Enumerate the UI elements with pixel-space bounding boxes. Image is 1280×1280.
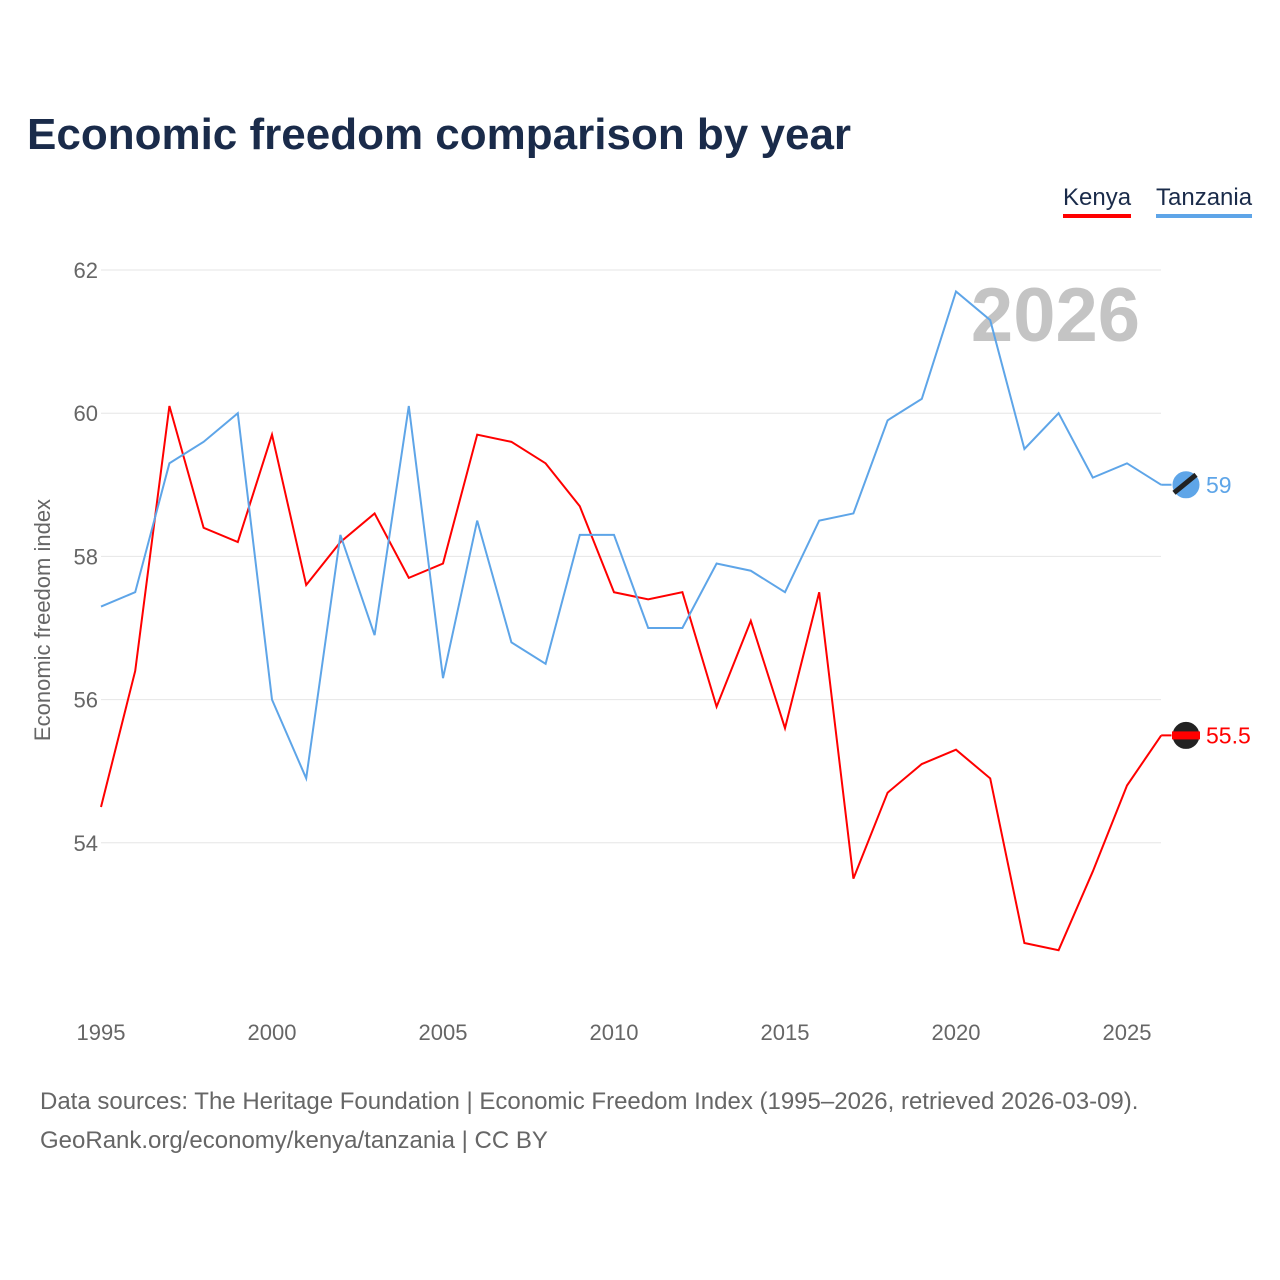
y-tick-label: 62	[74, 258, 98, 283]
footer-link[interactable]: GeoRank.org/economy/kenya/tanzania | CC …	[40, 1127, 548, 1154]
end-value-label: 55.5	[1206, 722, 1251, 748]
flag-stripe	[1172, 472, 1198, 495]
y-tick-label: 60	[74, 401, 98, 426]
x-tick-label: 2025	[1103, 1020, 1152, 1045]
y-tick-label: 58	[74, 544, 98, 569]
y-axis-label: Economic freedom index	[30, 499, 55, 741]
x-tick-label: 2005	[419, 1020, 468, 1045]
x-tick-label: 2010	[590, 1020, 639, 1045]
x-tick-label: 1995	[77, 1020, 126, 1045]
y-tick-label: 54	[74, 831, 98, 856]
flag-stripe	[1172, 731, 1200, 740]
footer-sources: Data sources: The Heritage Foundation | …	[40, 1088, 1139, 1115]
end-value-label: 59	[1206, 472, 1232, 498]
series-line-kenya	[100, 405, 1163, 952]
chart-title: Economic freedom comparison by year	[27, 110, 852, 159]
legend-tanzania[interactable]: Tanzania	[1156, 184, 1253, 218]
year-watermark: 2026	[971, 273, 1140, 358]
series-line-tanzania	[100, 289, 1162, 783]
x-tick-label: 2000	[248, 1020, 297, 1045]
y-tick-label: 56	[74, 688, 98, 713]
legend-kenya[interactable]: Kenya	[1063, 184, 1132, 218]
x-tick-label: 2015	[761, 1020, 810, 1045]
x-tick-label: 2020	[932, 1020, 981, 1045]
